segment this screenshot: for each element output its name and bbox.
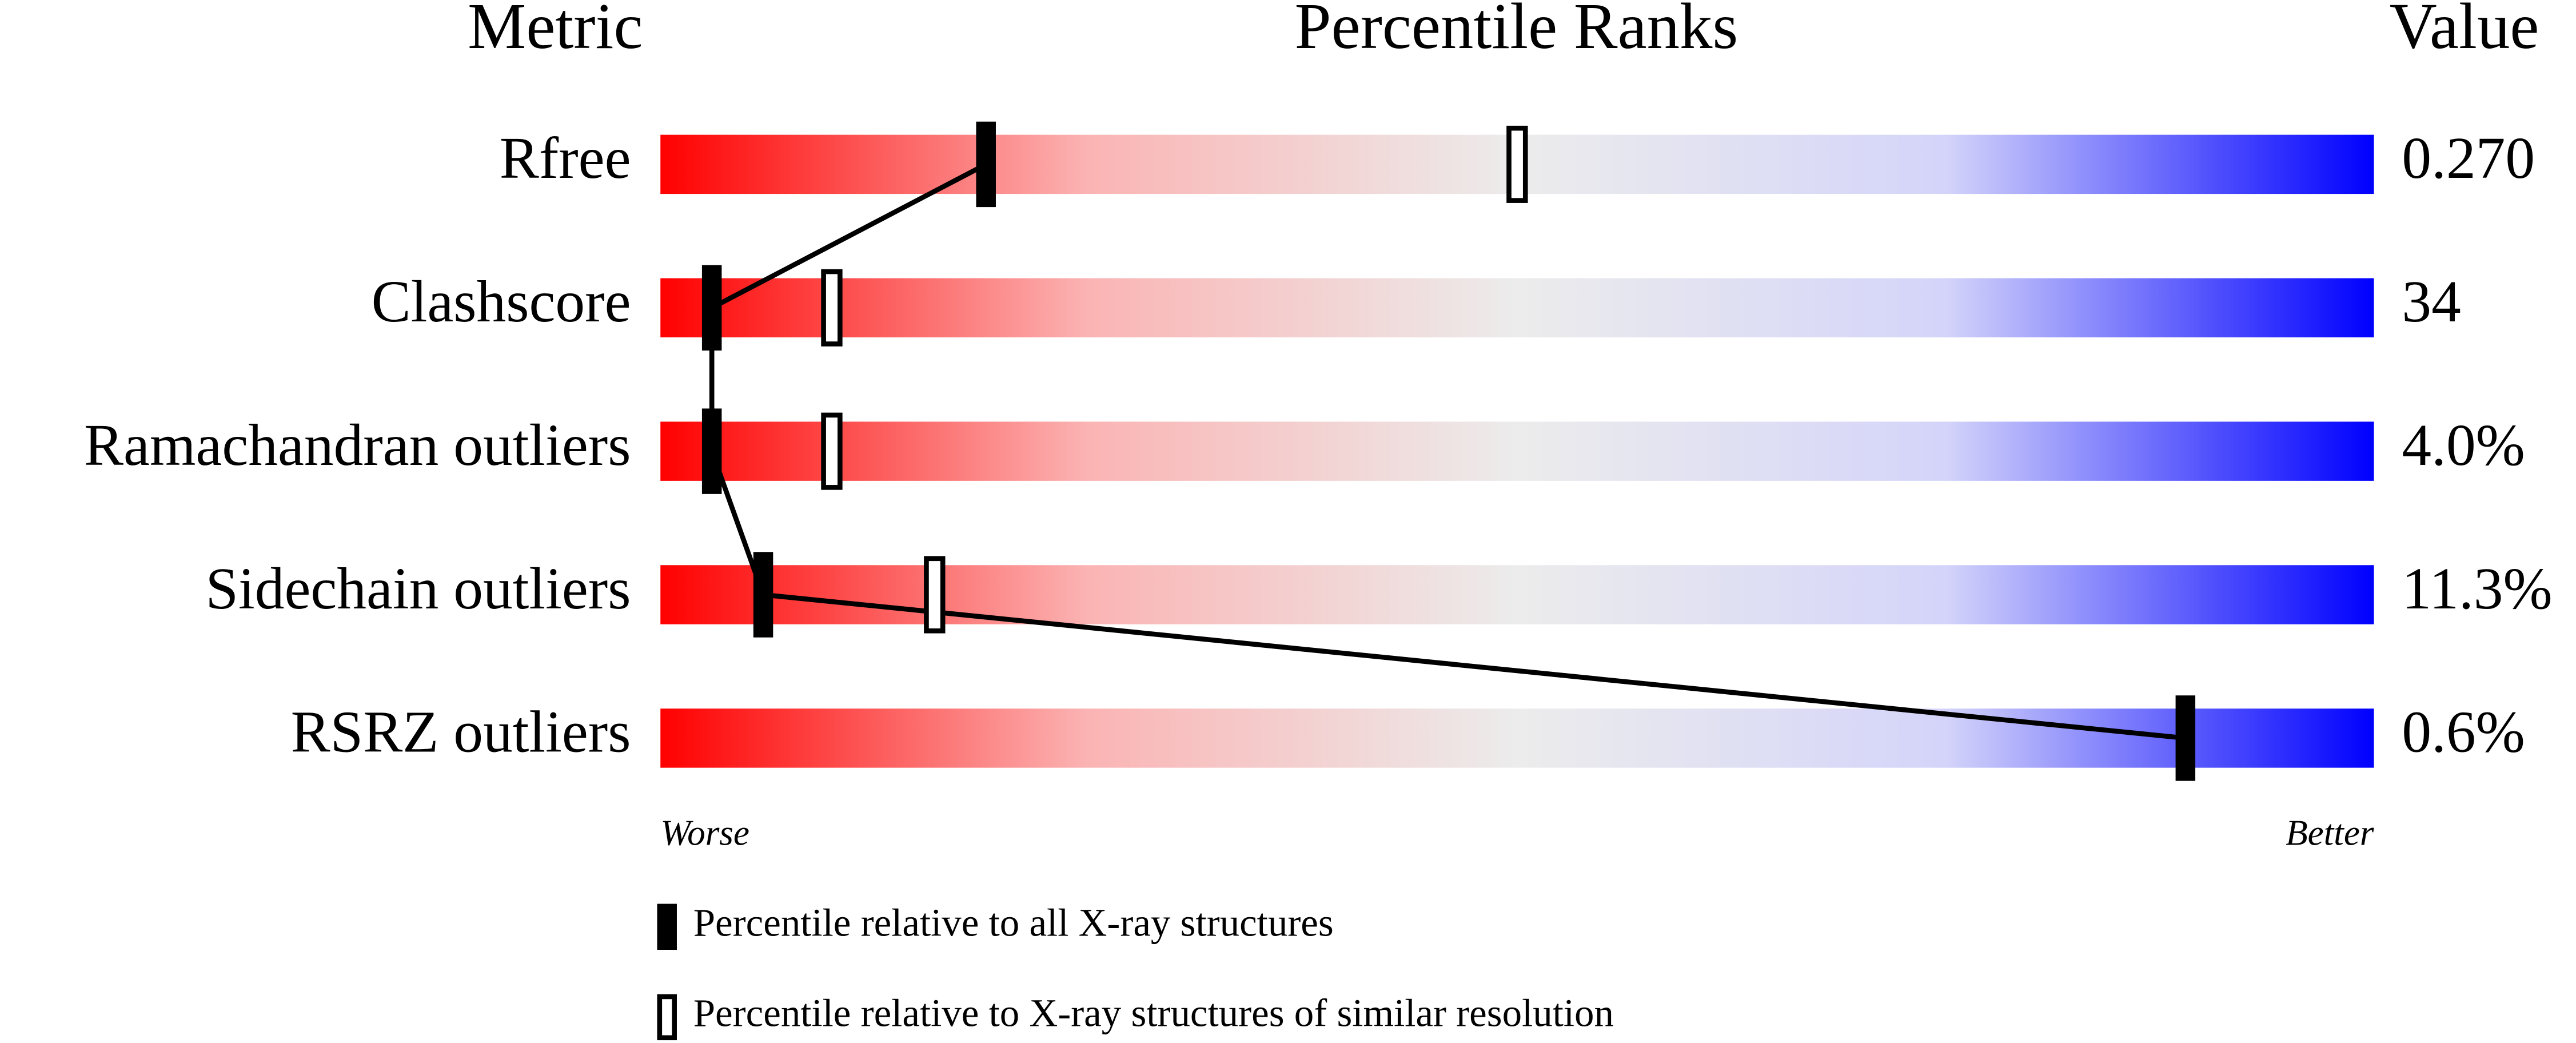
percentile-bar xyxy=(660,421,2374,481)
axis-end-label: Better xyxy=(2286,813,2374,853)
metric-value: 0.270 xyxy=(2402,126,2535,191)
percentile-marker xyxy=(753,552,773,638)
percentile-marker xyxy=(1506,125,1528,203)
percentile-marker xyxy=(701,408,722,494)
metric-value: 34 xyxy=(2402,269,2461,335)
metric-label: Rfree xyxy=(500,126,631,191)
percentile-bar xyxy=(660,708,2374,768)
percentile-bar xyxy=(660,278,2374,337)
percentile-marker xyxy=(924,556,946,634)
percentile-marker xyxy=(976,121,996,208)
metric-label: Ramachandran outliers xyxy=(84,413,631,478)
percentile-marker xyxy=(821,412,843,490)
metric-value: 0.6% xyxy=(2402,700,2525,765)
percentile-bar xyxy=(660,565,2374,624)
metric-label: RSRZ outliers xyxy=(291,700,631,765)
header: Metric xyxy=(468,0,643,62)
metric-value: 4.0% xyxy=(2402,413,2525,478)
header: Percentile Ranks xyxy=(1295,0,1738,62)
header: Value xyxy=(2390,0,2539,62)
percentile-marker xyxy=(2175,695,2196,781)
percentile-marker xyxy=(821,269,843,347)
legend-label: Percentile relative to X-ray structures … xyxy=(693,992,1614,1035)
legend-label: Percentile relative to all X-ray structu… xyxy=(693,901,1334,945)
axis-end-label: Worse xyxy=(660,813,749,853)
percentile-marker xyxy=(701,265,722,351)
legend-swatch xyxy=(657,994,677,1041)
metric-value: 11.3% xyxy=(2402,556,2552,622)
metric-label: Clashscore xyxy=(372,269,631,335)
legend-swatch xyxy=(657,903,677,950)
metric-label: Sidechain outliers xyxy=(205,556,631,622)
